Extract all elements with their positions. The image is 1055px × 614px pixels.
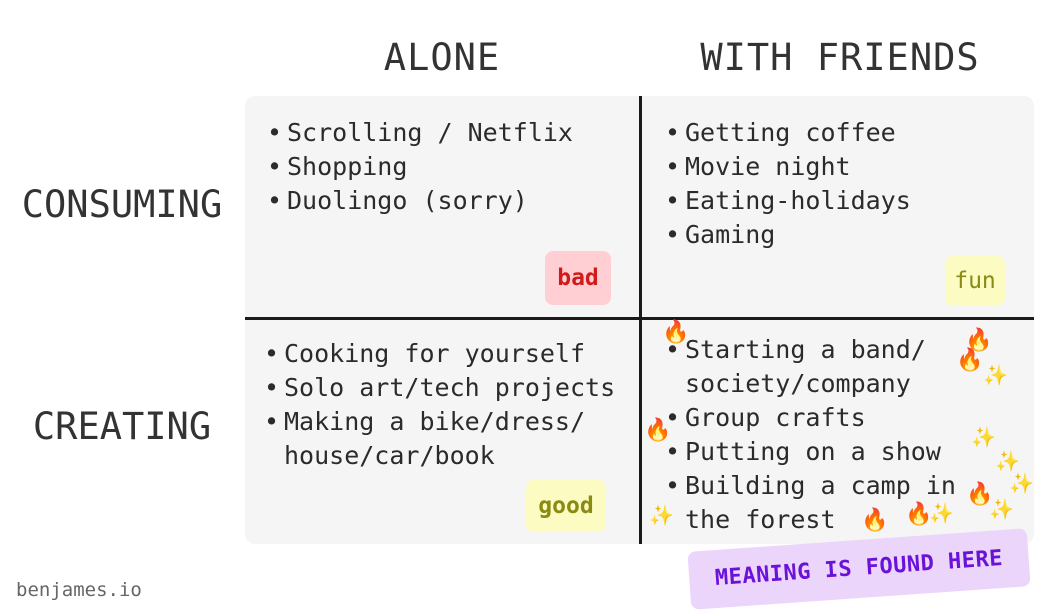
list-item: Starting a band/ xyxy=(663,333,956,367)
list-item: Making a bike/dress/ xyxy=(262,405,615,439)
list-item: Solo art/tech projects xyxy=(262,371,615,405)
list-item-continuation: society/company xyxy=(685,369,911,398)
sparkles-icon: ✨ xyxy=(929,501,954,525)
sparkles-icon: ✨ xyxy=(989,497,1014,521)
list-item: Shopping xyxy=(265,150,573,184)
fire-icon: 🔥 xyxy=(861,508,889,533)
horizontal-divider xyxy=(245,317,1034,320)
quadrant-consuming-friends: Getting coffee Movie night Eating-holida… xyxy=(663,116,911,252)
quadrant-consuming-alone: Scrolling / Netflix Shopping Duolingo (s… xyxy=(265,116,573,218)
sparkles-icon: ✨ xyxy=(983,363,1008,387)
list-item: Group crafts xyxy=(663,401,956,435)
fun-label: fun xyxy=(945,256,1005,306)
list-item: Eating-holidays xyxy=(663,184,911,218)
fire-icon: 🔥 xyxy=(956,348,984,373)
fire-icon: 🔥 xyxy=(965,328,993,353)
list-item-continuation: the forest xyxy=(685,505,836,534)
column-header-with-friends: WITH FRIENDS xyxy=(700,36,980,79)
fire-icon: 🔥 xyxy=(905,502,933,527)
list-item-continuation: house/car/book xyxy=(284,441,495,470)
list-item: Cooking for yourself xyxy=(262,337,615,371)
list-item: Scrolling / Netflix xyxy=(265,116,573,150)
list-item: Getting coffee xyxy=(663,116,911,150)
list-item: Putting on a show xyxy=(663,435,956,469)
row-header-creating: CREATING xyxy=(32,405,212,448)
good-label: good xyxy=(526,480,606,532)
sparkles-icon: ✨ xyxy=(971,425,996,449)
fire-icon: 🔥 xyxy=(662,320,690,345)
column-header-alone: ALONE xyxy=(383,36,501,79)
sparkles-icon: ✨ xyxy=(649,503,674,527)
quadrant-creating-alone: Cooking for yourself Solo art/tech proje… xyxy=(262,337,615,473)
list-item: Gaming xyxy=(663,218,911,252)
vertical-divider xyxy=(639,96,642,544)
list-item: Building a camp in xyxy=(663,469,956,503)
fire-icon: 🔥 xyxy=(644,418,672,443)
row-header-consuming: CONSUMING xyxy=(21,183,223,226)
list-item: Movie night xyxy=(663,150,911,184)
credit-text: benjames.io xyxy=(16,579,142,601)
quadrant-creating-friends: Starting a band/ society/company Group c… xyxy=(663,333,956,537)
sparkles-icon: ✨ xyxy=(995,449,1020,473)
fire-icon: 🔥 xyxy=(966,482,994,507)
sparkles-icon: ✨ xyxy=(1009,471,1034,495)
bad-label: bad xyxy=(545,251,611,305)
list-item: Duolingo (sorry) xyxy=(265,184,573,218)
quadrant-grid: Scrolling / Netflix Shopping Duolingo (s… xyxy=(245,96,1034,544)
